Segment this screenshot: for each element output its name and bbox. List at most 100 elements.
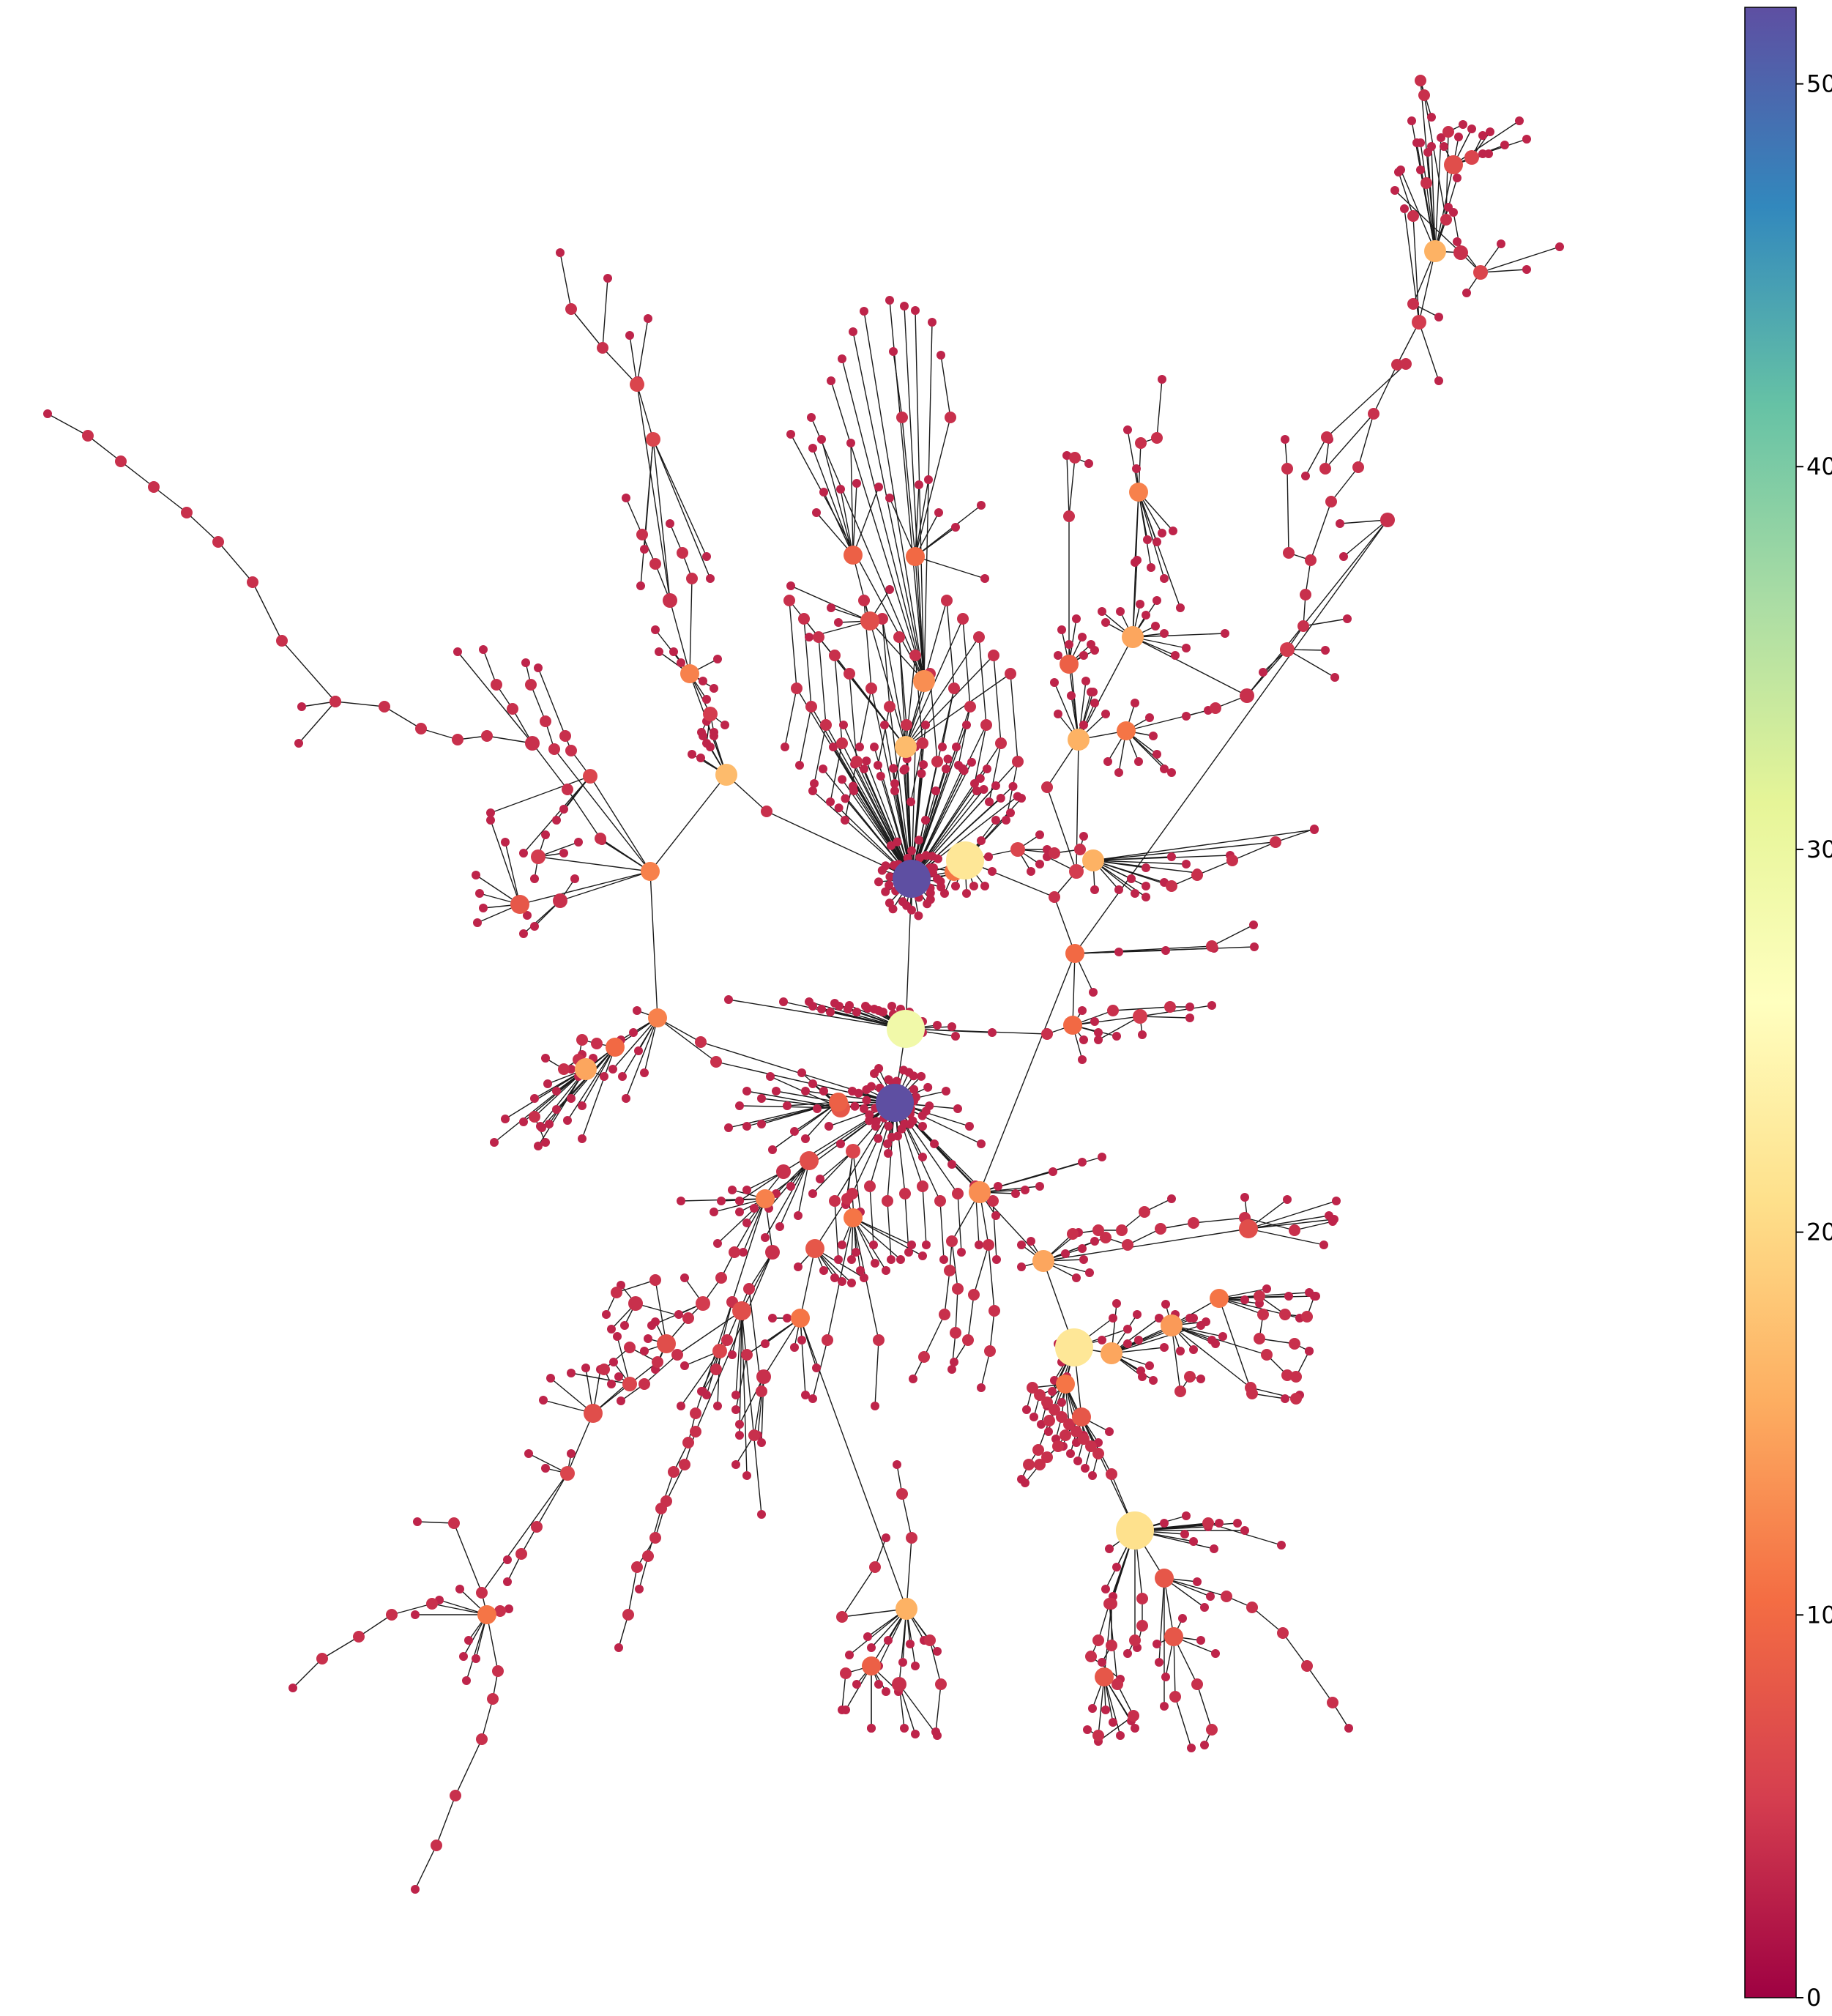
- graph-edge: [746, 1090, 841, 1109]
- graph-edge: [852, 1217, 912, 1246]
- graph-node: [1184, 1371, 1196, 1383]
- graph-edge: [935, 1684, 942, 1733]
- graph-edge: [923, 321, 933, 682]
- graph-node: [977, 501, 986, 510]
- graph-node: [923, 899, 932, 909]
- graph-node: [887, 1255, 895, 1264]
- graph-edge: [1339, 519, 1388, 524]
- graph-edge: [915, 310, 925, 682]
- graph-node: [781, 743, 789, 751]
- graph-edge: [486, 735, 533, 744]
- graph-node: [958, 764, 967, 773]
- graph-node: [934, 1195, 946, 1207]
- graph-node: [1330, 1215, 1338, 1224]
- graph-node: [979, 785, 988, 794]
- graph-node: [805, 633, 813, 641]
- graph-node: [1281, 435, 1289, 444]
- graph-node: [805, 1239, 824, 1258]
- graph-edge: [1310, 501, 1332, 561]
- graph-edge: [978, 636, 987, 726]
- graph-edge: [814, 1198, 848, 1249]
- graph-node: [1092, 1634, 1104, 1646]
- graph-node: [1161, 1673, 1170, 1681]
- graph-node: [735, 1208, 744, 1216]
- graph-edge: [281, 640, 336, 702]
- graph-node: [897, 1124, 906, 1134]
- graph-node: [742, 1087, 751, 1096]
- graph-node: [983, 1239, 994, 1251]
- graph-edge: [869, 620, 925, 682]
- graph-edge: [1072, 1016, 1141, 1026]
- graph-node: [534, 1142, 543, 1150]
- graph-node: [1017, 1241, 1026, 1249]
- graph-node: [808, 1079, 817, 1088]
- graph-edge: [1010, 673, 1019, 762]
- graph-node: [937, 351, 945, 360]
- graph-node: [630, 377, 644, 392]
- graph-node: [1160, 629, 1169, 638]
- graph-node: [212, 536, 224, 548]
- graph-edge: [1134, 491, 1139, 563]
- graph-node: [807, 413, 816, 422]
- graph-node: [1262, 1284, 1271, 1293]
- graph-node: [43, 409, 52, 418]
- graph-edge: [939, 1200, 945, 1260]
- graph-node: [1202, 1317, 1210, 1326]
- graph-node: [1407, 210, 1419, 222]
- graph-node: [871, 1259, 879, 1268]
- graph-node: [957, 1248, 966, 1257]
- graph-node: [655, 1503, 667, 1514]
- graph-node: [951, 882, 960, 890]
- graph-node: [567, 1369, 576, 1377]
- graph-node: [901, 719, 912, 731]
- graph-edge: [490, 819, 521, 905]
- graph-node: [867, 1724, 876, 1733]
- graph-node: [882, 1266, 890, 1275]
- graph-edge: [636, 318, 649, 385]
- graph-node: [1122, 1239, 1133, 1251]
- graph-node: [1056, 1375, 1075, 1394]
- graph-node: [1319, 463, 1331, 475]
- graph-node: [899, 1188, 911, 1199]
- graph-node: [1453, 174, 1461, 182]
- graph-node: [1117, 721, 1136, 740]
- graph-node: [1134, 757, 1143, 766]
- graph-node: [1339, 552, 1348, 561]
- graph-node: [1072, 614, 1081, 623]
- graph-node: [876, 771, 885, 781]
- graph-node: [881, 861, 890, 871]
- graph-node: [907, 846, 916, 855]
- graph-edge: [1287, 468, 1289, 554]
- graph-node: [874, 877, 883, 887]
- graph-node: [552, 1105, 561, 1114]
- graph-node: [1128, 1710, 1139, 1722]
- graph-edge: [1163, 1577, 1174, 1637]
- graph-edge: [483, 649, 497, 685]
- graph-node: [1522, 265, 1531, 274]
- graph-node: [565, 745, 577, 756]
- graph-node: [870, 743, 879, 751]
- graph-node: [1153, 750, 1161, 759]
- graph-edge: [735, 1354, 748, 1410]
- graph-node: [646, 432, 660, 447]
- graph-node: [918, 1351, 930, 1363]
- graph-node: [1078, 1055, 1087, 1064]
- graph-node: [1107, 1005, 1119, 1016]
- graph-node: [761, 806, 772, 817]
- graph-node: [900, 1724, 909, 1733]
- graph-node: [914, 911, 923, 920]
- graph-node: [602, 1310, 611, 1319]
- graph-node: [677, 547, 688, 559]
- graph-node: [515, 1548, 527, 1560]
- graph-node: [1090, 1017, 1099, 1026]
- graph-edge: [1174, 1696, 1192, 1749]
- graph-edge: [901, 1493, 912, 1539]
- graph-node: [536, 1122, 545, 1131]
- graph-edge: [567, 1413, 594, 1474]
- graph-edge: [973, 1244, 989, 1295]
- graph-node: [574, 838, 583, 847]
- graph-node: [553, 893, 567, 908]
- graph-node: [827, 603, 835, 612]
- graph-node: [1301, 1311, 1313, 1323]
- graph-node: [901, 765, 909, 773]
